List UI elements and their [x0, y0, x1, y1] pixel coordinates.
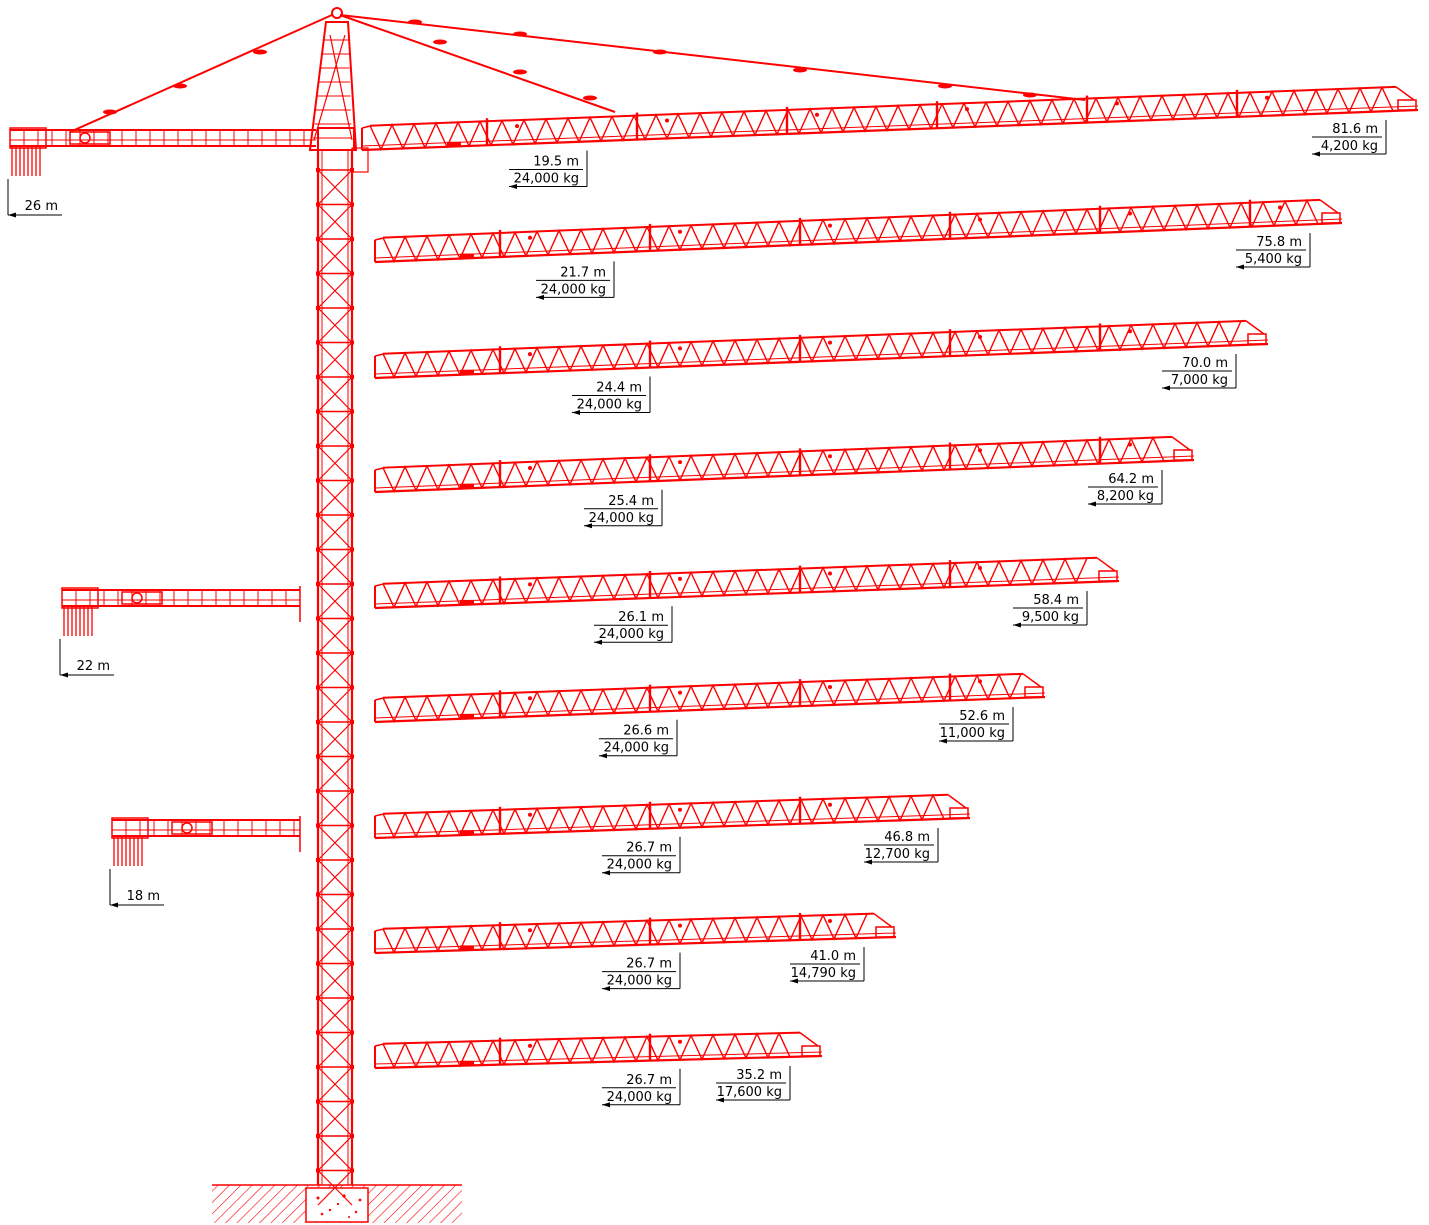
tip-dimension-8: 41.0 m 14,790 kg [790, 947, 865, 984]
counter-jib-radius-label: 18 m [127, 889, 160, 904]
near-dimension-7: 26.7 m 24,000 kg [602, 836, 681, 876]
counter-ballast [113, 836, 143, 866]
near-dimension-4: 25.4 m 24,000 kg [584, 489, 663, 529]
jib-config-4: 25.4 m 24,000 kg 64.2 m 8,200 kg [374, 435, 1195, 529]
counter-jib-1: 26 m [7, 127, 316, 218]
near-radius-label: 21.7 m [560, 265, 606, 280]
counter-jib-dimension-3: 18 m [109, 869, 164, 908]
tip-load-label: 11,000 kg [940, 726, 1005, 741]
counter-jib-3: 18 m [109, 816, 301, 908]
near-dimension-2: 21.7 m 24,000 kg [536, 261, 615, 300]
counter-jibs: 26 m 22 m 18 m [7, 127, 316, 908]
near-load-label: 24,000 kg [577, 398, 642, 413]
counter-jib-dimension-2: 22 m [59, 639, 114, 678]
near-radius-label: 25.4 m [608, 494, 654, 509]
counter-jib-2: 22 m [59, 586, 301, 678]
tip-load-label: 17,600 kg [717, 1085, 782, 1100]
tip-radius-label: 81.6 m [1332, 122, 1378, 137]
tip-load-label: 7,000 kg [1171, 373, 1228, 388]
tip-load-label: 4,200 kg [1321, 139, 1378, 154]
near-dimension-5: 26.1 m 24,000 kg [594, 606, 673, 645]
near-dimension-9: 26.7 m 24,000 kg [602, 1068, 681, 1108]
counter-jib-radius-label: 26 m [25, 199, 58, 214]
near-radius-label: 26.6 m [623, 724, 669, 739]
tip-load-label: 9,500 kg [1022, 610, 1079, 625]
counter-jib-radius-label: 22 m [77, 659, 110, 674]
near-load-label: 24,000 kg [604, 741, 669, 756]
near-load-label: 24,000 kg [607, 974, 672, 989]
jib-config-6: 26.6 m 24,000 kg 52.6 m 11,000 kg [374, 672, 1046, 759]
near-dimension-3: 24.4 m 24,000 kg [572, 376, 651, 416]
near-radius-label: 19.5 m [533, 154, 579, 169]
tip-dimension-3: 70.0 m 7,000 kg [1162, 354, 1237, 391]
tip-dimension-6: 52.6 m 11,000 kg [939, 707, 1014, 744]
ground-foundation [212, 1184, 462, 1223]
near-radius-label: 24.4 m [596, 381, 642, 396]
counter-ballast [11, 146, 41, 176]
near-dimension-6: 26.6 m 24,000 kg [599, 719, 678, 759]
tip-dimension-7: 46.8 m 12,700 kg [864, 828, 939, 865]
tip-dimension-2: 75.8 m 5,400 kg [1236, 233, 1311, 270]
jib-config-7: 26.7 m 24,000 kg 46.8 m 12,700 kg [374, 793, 971, 876]
jib-configurations: 19.5 m 24,000 kg 81.6 m 4,200 kg 21.7 m 24,00… [361, 85, 1419, 1108]
tip-dimension-1: 81.6 m 4,200 kg [1312, 120, 1387, 157]
tip-load-label: 12,700 kg [865, 847, 930, 862]
near-radius-label: 26.7 m [626, 1073, 672, 1088]
tip-radius-label: 70.0 m [1182, 356, 1228, 371]
near-dimension-8: 26.7 m 24,000 kg [602, 952, 681, 992]
tip-load-label: 14,790 kg [791, 966, 856, 981]
jib-config-8: 26.7 m 24,000 kg 41.0 m 14,790 kg [374, 912, 897, 992]
tip-load-label: 5,400 kg [1245, 252, 1302, 267]
tip-radius-label: 41.0 m [810, 949, 856, 964]
tip-radius-label: 46.8 m [884, 830, 930, 845]
counter-jib-dimension-1: 26 m [7, 179, 62, 218]
tip-radius-label: 64.2 m [1108, 472, 1154, 487]
near-radius-label: 26.7 m [626, 841, 672, 856]
tip-radius-label: 75.8 m [1256, 235, 1302, 250]
tip-dimension-4: 64.2 m 8,200 kg [1088, 470, 1163, 507]
crane-apex [69, 7, 1086, 173]
tip-radius-label: 52.6 m [959, 709, 1005, 724]
near-radius-label: 26.7 m [626, 957, 672, 972]
jib-config-5: 26.1 m 24,000 kg 58.4 m 9,500 kg [374, 556, 1120, 645]
tip-radius-label: 58.4 m [1033, 593, 1079, 608]
tip-dimension-5: 58.4 m 9,500 kg [1013, 591, 1088, 628]
jib-config-9: 26.7 m 24,000 kg 35.2 m 17,600 kg [374, 1031, 823, 1108]
near-dimension-1: 19.5 m 24,000 kg [509, 150, 588, 189]
near-load-label: 24,000 kg [514, 171, 579, 186]
tip-dimension-9: 35.2 m 17,600 kg [716, 1066, 791, 1103]
tip-load-label: 8,200 kg [1097, 489, 1154, 504]
near-load-label: 24,000 kg [607, 1090, 672, 1105]
crane-mast [316, 150, 354, 1206]
jib-config-2: 21.7 m 24,000 kg 75.8 m 5,400 kg [374, 198, 1343, 300]
near-load-label: 24,000 kg [607, 858, 672, 873]
jib-config-1: 19.5 m 24,000 kg 81.6 m 4,200 kg [361, 85, 1419, 189]
tip-radius-label: 35.2 m [736, 1068, 782, 1083]
counter-ballast [63, 606, 93, 636]
near-radius-label: 26.1 m [618, 610, 664, 625]
jib-config-3: 24.4 m 24,000 kg 70.0 m 7,000 kg [374, 319, 1269, 416]
near-load-label: 24,000 kg [541, 282, 606, 297]
near-load-label: 24,000 kg [589, 511, 654, 526]
near-load-label: 24,000 kg [599, 627, 664, 642]
